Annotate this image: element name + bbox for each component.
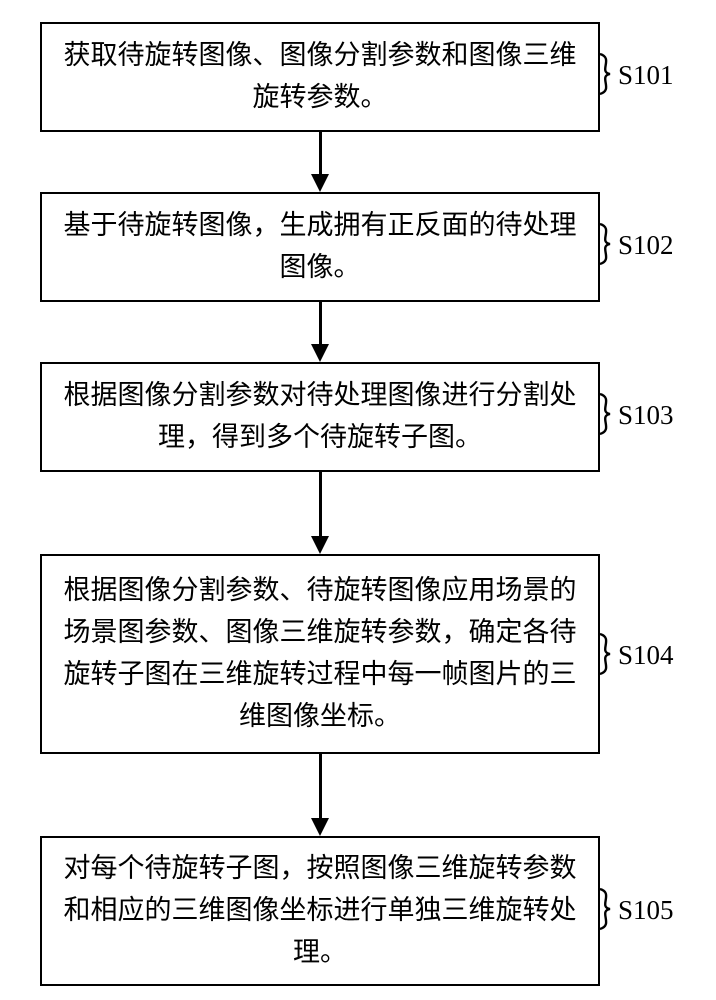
step-label-s104: S104 xyxy=(618,640,674,671)
flow-node-s105: 对每个待旋转子图，按照图像三维旋转参数和相应的三维图像坐标进行单独三维旋转处理。 xyxy=(40,836,600,986)
flow-node-text: 根据图像分割参数对待处理图像进行分割处理，得到多个待旋转子图。 xyxy=(58,375,582,459)
arrow-head-icon xyxy=(311,536,329,554)
flow-node-s103: 根据图像分割参数对待处理图像进行分割处理，得到多个待旋转子图。 xyxy=(40,362,600,472)
arrow-line xyxy=(319,132,322,174)
step-label-s102: S102 xyxy=(618,230,674,261)
step-label-s101: S101 xyxy=(618,60,674,91)
step-label-s103: S103 xyxy=(618,400,674,431)
flow-node-text: 根据图像分割参数、待旋转图像应用场景的场景图参数、图像三维旋转参数，确定各待旋转… xyxy=(58,570,582,737)
arrow-head-icon xyxy=(311,174,329,192)
flow-node-s102: 基于待旋转图像，生成拥有正反面的待处理图像。 xyxy=(40,192,600,302)
flow-node-text: 获取待旋转图像、图像分割参数和图像三维旋转参数。 xyxy=(58,35,582,119)
arrow-line xyxy=(319,302,322,344)
arrow-head-icon xyxy=(311,818,329,836)
flowchart-canvas: 获取待旋转图像、图像分割参数和图像三维旋转参数。 S101 基于待旋转图像，生成拥有… xyxy=(0,0,716,1000)
arrow-head-icon xyxy=(311,344,329,362)
arrow-line xyxy=(319,754,322,818)
flow-node-s101: 获取待旋转图像、图像分割参数和图像三维旋转参数。 xyxy=(40,22,600,132)
flow-node-text: 对每个待旋转子图，按照图像三维旋转参数和相应的三维图像坐标进行单独三维旋转处理。 xyxy=(58,848,582,974)
arrow-line xyxy=(319,472,322,536)
flow-node-s104: 根据图像分割参数、待旋转图像应用场景的场景图参数、图像三维旋转参数，确定各待旋转… xyxy=(40,554,600,754)
step-label-s105: S105 xyxy=(618,895,674,926)
flow-node-text: 基于待旋转图像，生成拥有正反面的待处理图像。 xyxy=(58,205,582,289)
